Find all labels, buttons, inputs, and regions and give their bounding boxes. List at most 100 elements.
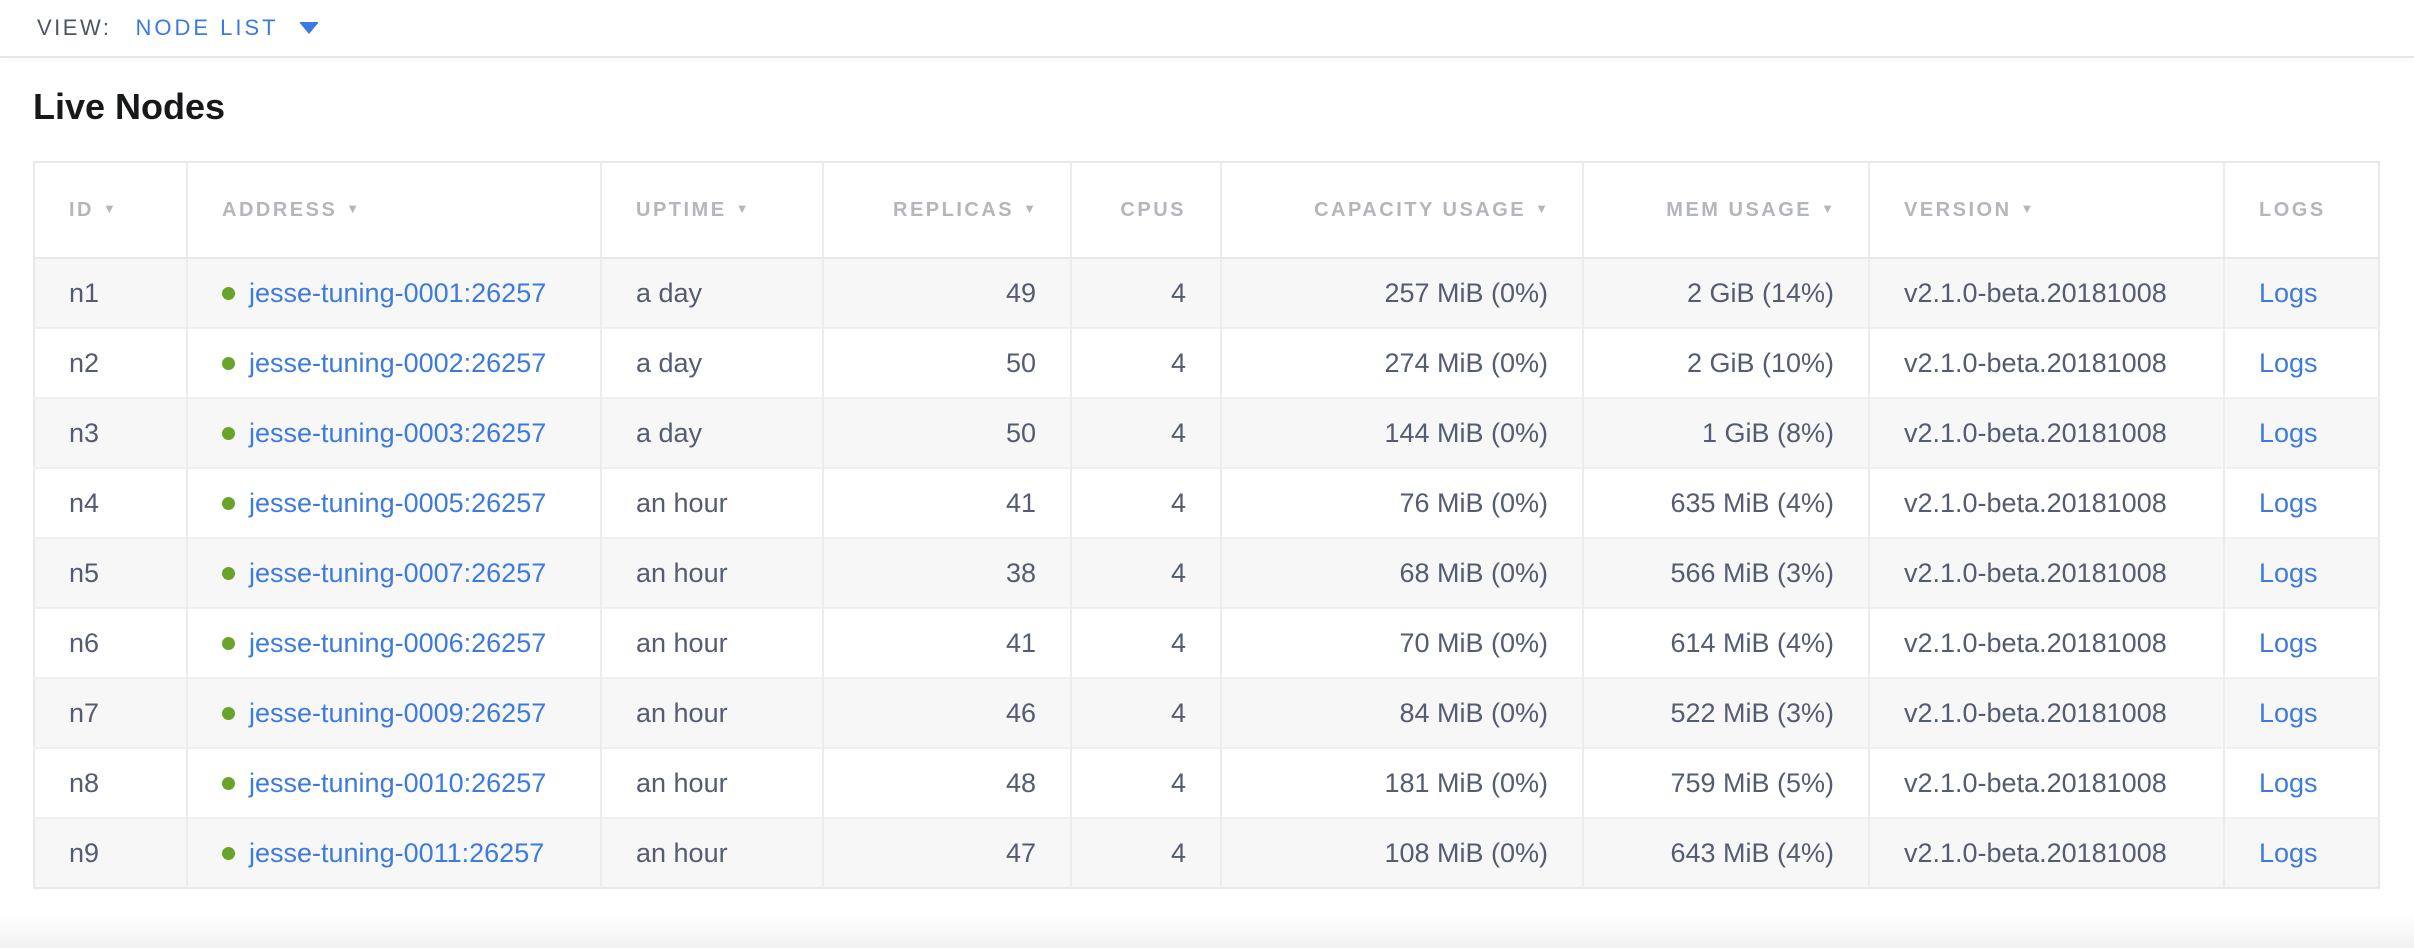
node-row: n6 jesse-tuning-0006:26257 an hour 41 4 70 Mi… bbox=[34, 607, 2379, 678]
node-live-status-dot bbox=[222, 426, 235, 440]
logs-link[interactable]: Logs bbox=[2259, 697, 2318, 728]
column-header-label: LOGS bbox=[2259, 198, 2326, 221]
column-header-label: UPTIME bbox=[636, 198, 727, 221]
cell-id: n7 bbox=[34, 677, 187, 748]
sort-desc-icon: ▼ bbox=[103, 200, 116, 216]
node-live-status-dot bbox=[222, 706, 235, 720]
node-live-status-dot bbox=[222, 776, 235, 790]
sort-desc-icon: ▼ bbox=[1535, 200, 1548, 216]
sort-desc-icon: ▼ bbox=[2020, 200, 2034, 216]
cell-version: v2.1.0-beta.20181008 bbox=[1868, 467, 2224, 538]
chevron-down-icon bbox=[298, 22, 319, 34]
column-header-address[interactable]: ADDRESS ▼ bbox=[186, 162, 601, 259]
cell-replicas: 41 bbox=[822, 607, 1071, 678]
cell-replicas: 48 bbox=[822, 747, 1071, 818]
node-address-link[interactable]: jesse-tuning-0006:26257 bbox=[249, 627, 547, 658]
node-row: n1 jesse-tuning-0001:26257 a day 49 4 257 MiB… bbox=[34, 258, 2379, 328]
node-address-link[interactable]: jesse-tuning-0010:26257 bbox=[249, 767, 547, 798]
logs-link[interactable]: Logs bbox=[2259, 487, 2318, 518]
cell-address: jesse-tuning-0005:26257 bbox=[186, 467, 601, 538]
page-title: Live Nodes bbox=[33, 86, 226, 127]
cell-logs: Logs bbox=[2223, 397, 2379, 468]
sort-desc-icon: ▼ bbox=[1023, 200, 1036, 216]
sort-desc-icon: ▼ bbox=[735, 200, 749, 216]
node-address-link[interactable]: jesse-tuning-0009:26257 bbox=[249, 697, 547, 728]
logs-link[interactable]: Logs bbox=[2259, 767, 2318, 798]
node-row: n4 jesse-tuning-0005:26257 an hour 41 4 76 Mi… bbox=[34, 467, 2379, 538]
cell-uptime: an hour bbox=[600, 467, 823, 538]
cell-uptime: a day bbox=[600, 327, 823, 398]
cell-logs: Logs bbox=[2223, 467, 2379, 538]
bottom-scroll-shadow bbox=[0, 914, 2414, 948]
logs-link[interactable]: Logs bbox=[2259, 417, 2318, 448]
column-header-version[interactable]: VERSION ▼ bbox=[1868, 162, 2224, 259]
cell-cpus: 4 bbox=[1070, 607, 1221, 678]
main-content: Live Nodes ID ▼ ADDRESS ▼ UPTIME ▼ REPLICAS ▼ CP… bbox=[0, 85, 2414, 889]
cell-mem: 643 MiB (4%) bbox=[1582, 817, 1869, 888]
column-header-capacity[interactable]: CAPACITY USAGE ▼ bbox=[1220, 162, 1583, 259]
logs-link[interactable]: Logs bbox=[2259, 347, 2318, 378]
node-address-link[interactable]: jesse-tuning-0001:26257 bbox=[249, 277, 547, 308]
column-header-uptime[interactable]: UPTIME ▼ bbox=[600, 162, 823, 259]
cell-id: n3 bbox=[34, 397, 187, 468]
node-live-status-dot bbox=[222, 356, 235, 370]
column-header-label: VERSION bbox=[1904, 198, 2012, 221]
cell-capacity: 108 MiB (0%) bbox=[1220, 817, 1583, 888]
column-header-label: ID bbox=[69, 198, 94, 221]
cell-address: jesse-tuning-0010:26257 bbox=[186, 747, 601, 818]
view-selector-bar: VIEW: NODE LIST bbox=[0, 0, 2414, 58]
cell-mem: 635 MiB (4%) bbox=[1582, 467, 1869, 538]
cell-uptime: an hour bbox=[600, 607, 823, 678]
column-header-mem[interactable]: MEM USAGE ▼ bbox=[1582, 162, 1869, 259]
logs-link[interactable]: Logs bbox=[2259, 837, 2318, 868]
node-row: n7 jesse-tuning-0009:26257 an hour 46 4 84 Mi… bbox=[34, 677, 2379, 748]
column-header-id[interactable]: ID ▼ bbox=[34, 162, 187, 259]
logs-link[interactable]: Logs bbox=[2259, 627, 2318, 658]
cell-uptime: a day bbox=[600, 397, 823, 468]
cell-logs: Logs bbox=[2223, 537, 2379, 608]
column-header-label: MEM USAGE bbox=[1666, 198, 1813, 221]
sort-desc-icon: ▼ bbox=[346, 200, 360, 216]
column-header-label: REPLICAS bbox=[893, 198, 1015, 221]
cell-mem: 1 GiB (8%) bbox=[1582, 397, 1869, 468]
cell-mem: 614 MiB (4%) bbox=[1582, 607, 1869, 678]
node-row: n8 jesse-tuning-0010:26257 an hour 48 4 181 M… bbox=[34, 747, 2379, 818]
view-dropdown[interactable]: NODE LIST bbox=[135, 15, 319, 41]
node-address-link[interactable]: jesse-tuning-0007:26257 bbox=[249, 557, 547, 588]
cell-logs: Logs bbox=[2223, 747, 2379, 818]
node-live-status-dot bbox=[222, 286, 235, 300]
cell-uptime: an hour bbox=[600, 677, 823, 748]
cell-replicas: 46 bbox=[822, 677, 1071, 748]
cell-capacity: 274 MiB (0%) bbox=[1220, 327, 1583, 398]
cell-replicas: 47 bbox=[822, 817, 1071, 888]
cell-address: jesse-tuning-0011:26257 bbox=[186, 817, 601, 888]
cell-address: jesse-tuning-0002:26257 bbox=[186, 327, 601, 398]
node-live-status-dot bbox=[222, 496, 235, 510]
table-header-row: ID ▼ ADDRESS ▼ UPTIME ▼ REPLICAS ▼ CPUS CAPACITY … bbox=[34, 162, 2379, 259]
cell-cpus: 4 bbox=[1070, 747, 1221, 818]
column-header-replicas[interactable]: REPLICAS ▼ bbox=[822, 162, 1071, 259]
cell-mem: 759 MiB (5%) bbox=[1582, 747, 1869, 818]
cell-cpus: 4 bbox=[1070, 677, 1221, 748]
cell-cpus: 4 bbox=[1070, 258, 1221, 328]
cell-address: jesse-tuning-0001:26257 bbox=[186, 258, 601, 328]
node-address-link[interactable]: jesse-tuning-0011:26257 bbox=[249, 837, 545, 868]
cell-version: v2.1.0-beta.20181008 bbox=[1868, 677, 2224, 748]
column-header-label: CAPACITY USAGE bbox=[1314, 198, 1527, 221]
cell-address: jesse-tuning-0003:26257 bbox=[186, 397, 601, 468]
cell-mem: 522 MiB (3%) bbox=[1582, 677, 1869, 748]
cell-cpus: 4 bbox=[1070, 537, 1221, 608]
view-label: VIEW: bbox=[37, 15, 112, 40]
logs-link[interactable]: Logs bbox=[2259, 557, 2318, 588]
cell-logs: Logs bbox=[2223, 327, 2379, 398]
node-live-status-dot bbox=[222, 636, 235, 650]
cell-address: jesse-tuning-0006:26257 bbox=[186, 607, 601, 678]
cell-capacity: 68 MiB (0%) bbox=[1220, 537, 1583, 608]
node-address-link[interactable]: jesse-tuning-0002:26257 bbox=[249, 347, 547, 378]
cell-id: n6 bbox=[34, 607, 187, 678]
node-address-link[interactable]: jesse-tuning-0003:26257 bbox=[249, 417, 547, 448]
node-row: n3 jesse-tuning-0003:26257 a day 50 4 144 MiB… bbox=[34, 397, 2379, 468]
cell-version: v2.1.0-beta.20181008 bbox=[1868, 537, 2224, 608]
node-address-link[interactable]: jesse-tuning-0005:26257 bbox=[249, 487, 547, 518]
logs-link[interactable]: Logs bbox=[2259, 277, 2318, 308]
